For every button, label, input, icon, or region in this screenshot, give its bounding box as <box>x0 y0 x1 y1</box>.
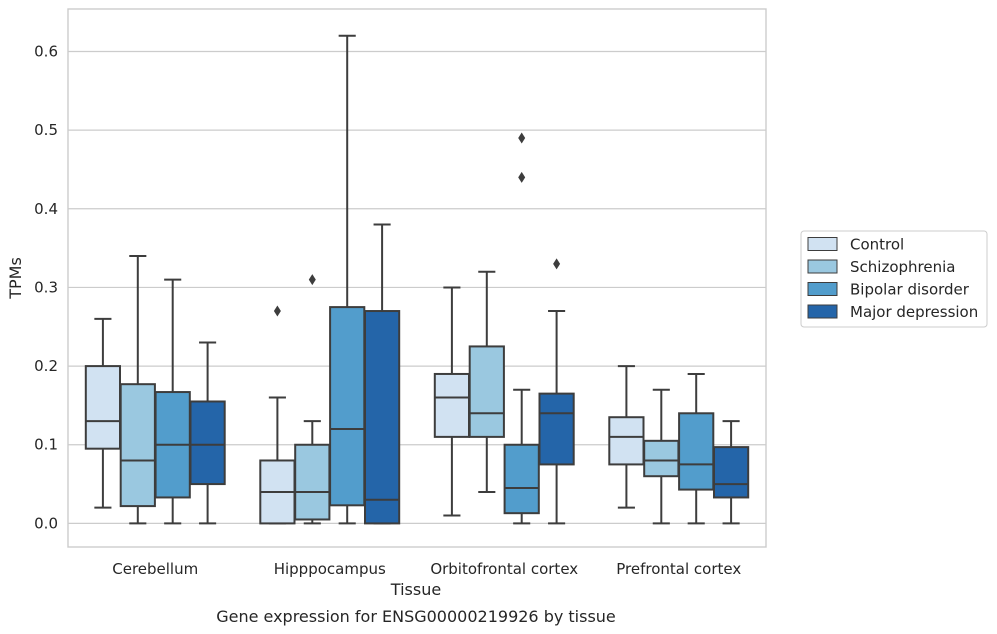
outlier-point <box>553 258 561 270</box>
legend-label: Control <box>850 236 904 254</box>
box-iqr <box>468 345 505 438</box>
legend-swatch <box>807 304 838 319</box>
y-tick-label: 0.4 <box>34 200 58 218</box>
box-2-0 <box>433 286 471 517</box>
box-1-3 <box>363 223 401 525</box>
box-iqr <box>712 446 750 499</box>
outlier-point <box>518 171 526 183</box>
legend-swatch <box>807 282 838 296</box>
legend-swatch <box>807 259 838 274</box>
y-axis-title: TPMs <box>6 257 25 300</box>
box-0-2 <box>154 278 191 525</box>
y-tick-labels: 0.0 0.1 0.2 0.3 0.4 0.5 0.6 <box>34 42 58 532</box>
y-tick-label: 0.0 <box>34 514 58 532</box>
box-3-0 <box>608 365 645 509</box>
box-iqr <box>538 392 575 466</box>
box-iqr <box>433 372 471 438</box>
y-tick-label: 0.6 <box>34 42 58 60</box>
box-0-1 <box>119 254 156 525</box>
box-iqr <box>294 443 331 521</box>
y-tick-label: 0.5 <box>34 121 58 139</box>
legend-label: Major depression <box>850 303 978 321</box>
x-axis-title: Tissue <box>390 580 441 599</box>
box-1-0 <box>259 305 296 525</box>
x-tick-label: Hipppocampus <box>274 560 386 578</box>
box-iqr <box>643 439 680 478</box>
x-tick-label: Cerebellum <box>112 560 198 578</box>
y-tick-label: 0.3 <box>34 278 58 296</box>
outlier-point <box>308 274 316 286</box>
legend: Control Schizophrenia Bipolar disorder Majo… <box>800 230 988 328</box>
box-3-2 <box>678 372 715 525</box>
box-iqr <box>84 365 122 450</box>
legend-swatch <box>807 237 838 251</box>
box-0-0 <box>84 317 122 509</box>
box-3-1 <box>643 388 680 525</box>
outlier-point <box>273 305 281 317</box>
x-tick-label: Prefrontal cortex <box>616 560 741 578</box>
plot-area-frame <box>67 8 767 548</box>
box-iqr <box>189 400 226 486</box>
box-2-1 <box>468 270 505 493</box>
box-iqr <box>329 306 366 507</box>
y-tick-label: 0.1 <box>34 436 58 454</box>
box-1-2 <box>329 34 366 525</box>
box-2-2 <box>503 132 540 525</box>
box-0-3 <box>189 341 226 525</box>
chart-caption: Gene expression for ENSG00000219926 by t… <box>216 607 616 626</box>
legend-label: Bipolar disorder <box>850 281 970 299</box>
box-iqr <box>119 383 156 508</box>
box-iqr <box>503 443 540 515</box>
y-tick-label: 0.2 <box>34 357 58 375</box>
box-3-3 <box>712 420 750 525</box>
box-iqr <box>608 416 645 466</box>
box-iqr <box>363 310 401 525</box>
x-tick-label: Orbitofrontal cortex <box>430 560 578 578</box>
legend-label: Schizophrenia <box>850 258 955 276</box>
outlier-point <box>518 132 526 144</box>
box-groups <box>84 34 750 525</box>
box-iqr <box>678 412 715 491</box>
legend-frame <box>800 230 988 328</box>
box-1-1 <box>294 274 331 525</box>
box-2-3 <box>538 258 575 525</box>
x-tick-labels: Cerebellum Hipppocampus Orbitofrontal cort… <box>112 560 741 578</box>
